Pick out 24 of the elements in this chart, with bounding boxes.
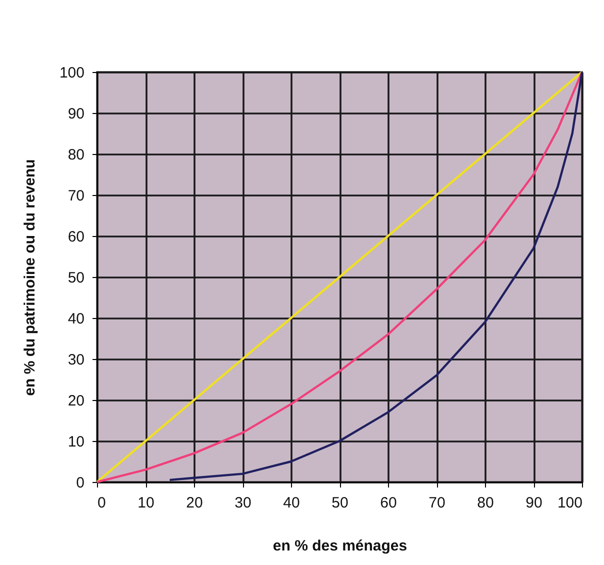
- y-tick-label: 70: [68, 188, 84, 204]
- x-tick-label: 0: [98, 494, 106, 512]
- y-tick-label: 10: [68, 434, 84, 450]
- y-tick-label: 0: [76, 474, 84, 492]
- x-tick-label: 80: [477, 494, 494, 512]
- x-tick-label: 50: [332, 494, 348, 512]
- y-tick-label: 90: [68, 106, 84, 122]
- y-tick-label: 80: [68, 146, 84, 164]
- y-tick-label: 50: [68, 270, 84, 286]
- y-axis-title: en % du patrimoine ou du revenu: [21, 159, 38, 396]
- y-tick-label: 20: [68, 392, 84, 410]
- x-tick-label: 100: [557, 494, 582, 512]
- x-tick-label: 10: [138, 494, 154, 512]
- x-tick-label: 30: [234, 494, 252, 512]
- x-tick-label: 60: [380, 494, 397, 512]
- y-tick-label: 40: [68, 310, 84, 328]
- x-tick-label: 20: [186, 494, 203, 512]
- x-axis-title: en % des ménages: [272, 538, 408, 554]
- y-tick-label: 60: [68, 228, 84, 246]
- x-tick-label: 70: [428, 494, 446, 512]
- y-tick-label: 100: [59, 64, 84, 82]
- y-tick-label: 30: [68, 352, 84, 368]
- x-tick-label: 90: [526, 494, 542, 512]
- x-tick-label: 40: [283, 494, 300, 512]
